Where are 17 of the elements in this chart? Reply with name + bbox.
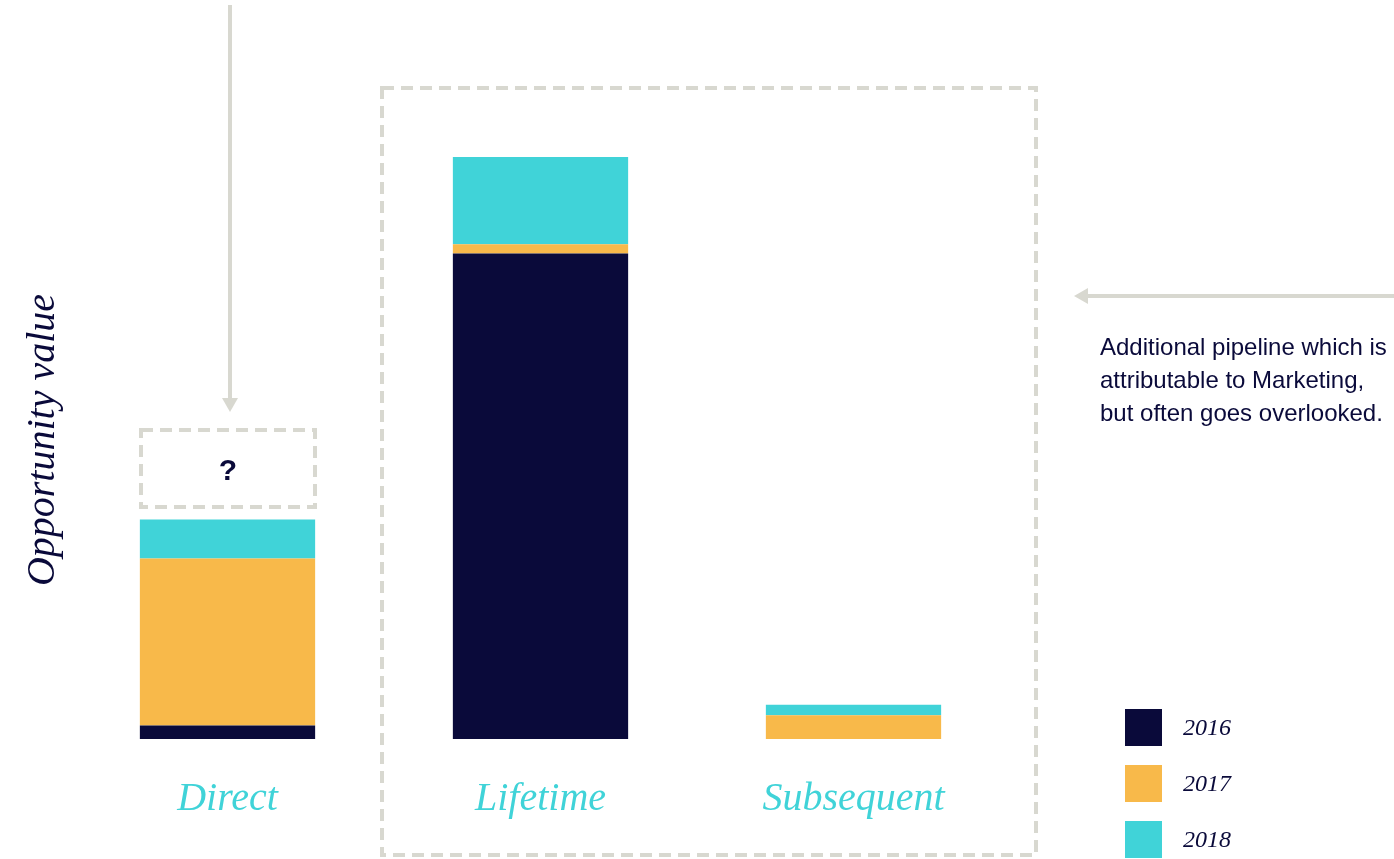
text: Additional pipeline which is attributable to Marketing, but often goes overlooked. xyxy=(1100,332,1388,428)
bar xyxy=(452,253,629,739)
bar xyxy=(452,244,629,254)
bar xyxy=(765,704,942,716)
x-tick-label: Lifetime xyxy=(473,773,607,819)
x-tick-label: Direct xyxy=(176,773,279,819)
bar xyxy=(139,725,316,739)
bar xyxy=(139,519,316,559)
legend-label: 2016 xyxy=(1183,714,1231,741)
annotation: ? xyxy=(218,453,238,487)
bar xyxy=(139,558,316,726)
y-axis-title: Opportunity value xyxy=(16,293,64,587)
legend-label: 2018 xyxy=(1183,826,1231,853)
x-tick-label: Subsequent xyxy=(762,773,946,819)
legend-label: 2017 xyxy=(1183,770,1231,797)
bar xyxy=(765,715,942,739)
bar xyxy=(452,157,629,245)
